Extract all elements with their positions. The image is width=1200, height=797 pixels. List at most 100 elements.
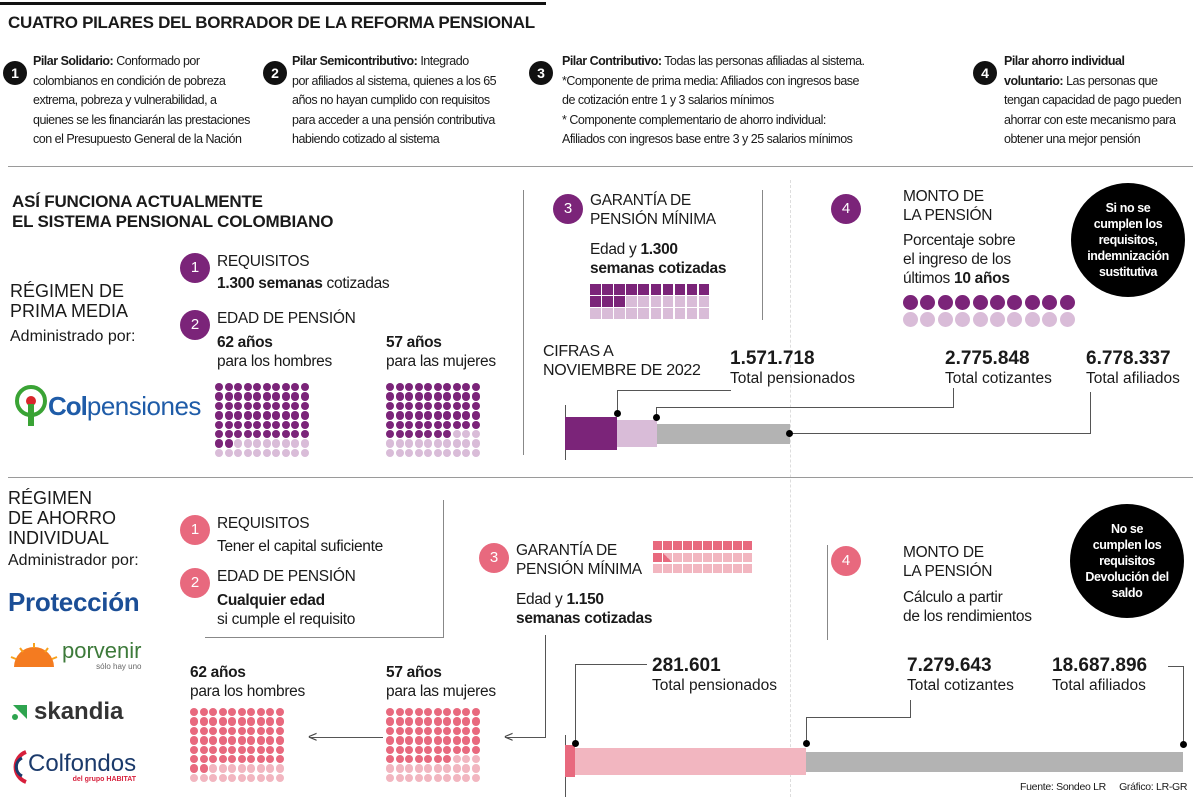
week-square xyxy=(662,284,674,295)
age-dot xyxy=(281,420,290,429)
age-dot xyxy=(462,736,471,745)
pillar-line: tengan capacidad de pago pueden xyxy=(1004,93,1182,107)
value-bold: 1.300 semanas xyxy=(217,275,323,292)
age-dot xyxy=(224,411,233,420)
divider-horizontal xyxy=(205,637,444,638)
label-line: GARANTÍA DE xyxy=(516,542,617,559)
age-dot xyxy=(462,411,471,420)
connector-dot xyxy=(653,414,660,421)
age-dot xyxy=(262,411,271,420)
stat-label: Total afiliados xyxy=(1086,370,1180,387)
age-dot xyxy=(275,773,284,783)
pillar-title: Pilar Contributivo: xyxy=(562,54,662,68)
year-circle xyxy=(1059,295,1075,310)
age-dot xyxy=(215,430,224,439)
age-dot xyxy=(300,430,309,439)
age-dot xyxy=(405,745,414,754)
regime-title: RÉGIMEN DE AHORRO INDIVIDUAL xyxy=(8,488,116,548)
age-dot xyxy=(452,755,461,764)
value-rest: cotizadas xyxy=(322,275,390,292)
week-square xyxy=(602,296,613,307)
age-dot xyxy=(262,439,271,448)
pillar-line: para acceder a una pensión contributiva xyxy=(292,112,495,127)
age-dot xyxy=(262,401,271,411)
age-dot xyxy=(291,439,300,448)
pillar-line: Las personas que xyxy=(1066,73,1158,88)
stat-value: 1.571.718 xyxy=(730,348,815,369)
age-dot xyxy=(433,411,442,420)
age-dot xyxy=(395,439,404,448)
women-label: para las mujeres xyxy=(386,353,496,370)
age-dot xyxy=(471,383,480,392)
age-dot xyxy=(237,726,246,736)
weeks-square-grid xyxy=(590,284,711,320)
colfondos-icon xyxy=(13,750,27,784)
age-dot xyxy=(405,755,414,764)
pillar-title: Pilar Semicontributivo: xyxy=(292,54,418,68)
age-dot xyxy=(209,708,218,717)
age-dot xyxy=(190,764,199,773)
year-circle xyxy=(1059,312,1075,327)
week-square xyxy=(698,296,710,307)
age-dot xyxy=(424,736,433,745)
pillar-line: Afiliados con ingresos base entre 3 y 25… xyxy=(562,132,853,146)
age-dot xyxy=(433,420,442,429)
week-square xyxy=(683,564,692,573)
logo-text: porvenir xyxy=(62,638,142,663)
age-dot xyxy=(247,773,256,783)
age-dot xyxy=(386,745,395,754)
age-dot xyxy=(471,411,480,420)
administered-by: Administrador por: xyxy=(8,552,139,569)
women-age: 57 años xyxy=(386,664,442,681)
week-square xyxy=(713,552,722,562)
age-dot xyxy=(405,383,414,392)
week-square xyxy=(698,308,710,319)
week-square xyxy=(683,541,692,550)
age-dot xyxy=(256,764,265,773)
week-square xyxy=(693,541,702,550)
connector-line xyxy=(790,433,1090,434)
week-square xyxy=(638,296,649,307)
connector-line xyxy=(806,717,910,718)
stat-pensioners: 281.601 Total pensionados xyxy=(652,655,777,695)
bar-affiliates xyxy=(657,424,790,444)
divider-vertical xyxy=(762,190,763,320)
age-dot xyxy=(224,439,233,448)
requirements-label: REQUISITOS xyxy=(217,253,310,270)
age-dot xyxy=(199,745,208,754)
week-square xyxy=(674,284,686,295)
age-dot xyxy=(462,773,471,783)
age-dot xyxy=(234,392,243,401)
age-dot xyxy=(291,411,300,420)
label-line: MONTO DE xyxy=(903,544,984,561)
age-dot xyxy=(433,736,442,745)
age-dot xyxy=(256,773,265,783)
connector-line xyxy=(617,390,618,414)
pillar-4-text: Pilar ahorro individual voluntario: Las … xyxy=(1004,52,1182,150)
age-dot xyxy=(247,726,256,736)
week-square xyxy=(590,308,601,319)
age-dot xyxy=(224,420,233,429)
age-dot xyxy=(471,736,480,745)
year-circle xyxy=(1024,312,1040,327)
men-age: 62 años xyxy=(217,334,273,351)
age-value-bold: Cualquier edad xyxy=(217,592,325,609)
age-dot xyxy=(424,745,433,754)
age-dot xyxy=(281,392,290,401)
age-value: si cumple el requisito xyxy=(217,611,356,628)
age-dot xyxy=(443,430,452,439)
age-dot xyxy=(266,745,275,754)
age-dot xyxy=(395,736,404,745)
age-dot xyxy=(266,773,275,783)
age-dot xyxy=(433,401,442,411)
age-dot xyxy=(266,736,275,745)
connector-line xyxy=(1090,392,1091,434)
age-dot xyxy=(237,755,246,764)
age-dot xyxy=(215,392,224,401)
age-dot xyxy=(405,430,414,439)
note-line: No se xyxy=(1110,522,1144,536)
age-dot xyxy=(209,736,218,745)
age-dot xyxy=(462,401,471,411)
week-square xyxy=(638,308,649,319)
age-dot xyxy=(443,764,452,773)
